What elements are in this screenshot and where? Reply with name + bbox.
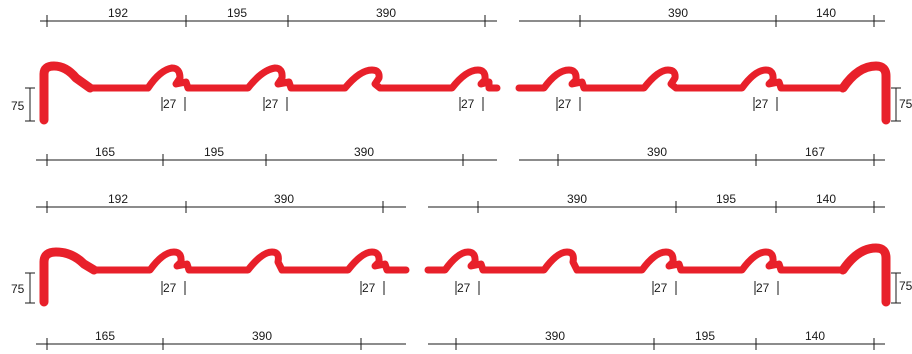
gap-label: 27 — [755, 97, 769, 111]
row1-profile-left — [39, 61, 501, 125]
row2-gaps: 27 27 27 27 27 — [161, 281, 779, 295]
dim-label: 165 — [95, 145, 115, 159]
dim-label: 140 — [816, 192, 836, 206]
dim-label: 195 — [227, 6, 247, 20]
dim-label: 195 — [716, 192, 736, 206]
gap-label: 27 — [163, 281, 177, 295]
gap-label: 27 — [362, 281, 376, 295]
dim-label: 165 — [95, 329, 115, 343]
dim-label: 195 — [204, 145, 224, 159]
dim-label: 390 — [252, 329, 272, 343]
row1-height-left: 75 — [11, 87, 35, 122]
gap-label: 27 — [457, 281, 471, 295]
dim-label: 195 — [695, 329, 715, 343]
row1-height-right: 75 — [891, 87, 912, 122]
dim-label: 167 — [805, 145, 825, 159]
row2-height-right: 75 — [891, 272, 912, 304]
height-label: 75 — [11, 99, 25, 113]
row2-top-dim-right: 390 195 140 — [428, 192, 885, 213]
dim-label: 390 — [274, 192, 294, 206]
gap-label: 27 — [756, 281, 770, 295]
row1-gaps: 27 27 27 27 27 — [161, 97, 778, 111]
dim-label: 390 — [354, 145, 374, 159]
dim-label: 390 — [376, 6, 396, 20]
dim-label: 140 — [816, 6, 836, 20]
row2-bottom-dim-left: 165 390 — [36, 329, 406, 350]
row1-top-dim-left: 192 195 390 — [40, 6, 497, 27]
dim-label: 192 — [108, 192, 128, 206]
row1-profile-right — [515, 61, 891, 125]
row2-profile-left — [39, 247, 410, 307]
height-label: 75 — [899, 279, 912, 293]
dim-label: 140 — [805, 329, 825, 343]
row2-top-dim-left: 192 390 — [36, 192, 406, 213]
dim-label: 192 — [108, 6, 128, 20]
row1-bottom-dim-left: 165 195 390 — [36, 145, 497, 166]
row2-bottom-dim-right: 390 195 140 — [428, 329, 885, 350]
height-label: 75 — [899, 97, 912, 111]
height-label: 75 — [11, 282, 25, 296]
row2-profile-right — [424, 243, 891, 307]
gap-label: 27 — [461, 97, 475, 111]
row2: 192 390 390 195 140 75 — [11, 192, 912, 350]
row1-bottom-dim-right: 390 167 — [519, 145, 885, 166]
dim-label: 390 — [647, 145, 667, 159]
gap-label: 27 — [558, 97, 572, 111]
dim-label: 390 — [545, 329, 565, 343]
row1: 192 195 390 390 140 75 — [11, 6, 912, 166]
gap-label: 27 — [654, 281, 668, 295]
row1-top-dim-right: 390 140 — [519, 6, 885, 27]
dim-label: 390 — [668, 6, 688, 20]
gap-label: 27 — [163, 97, 177, 111]
dim-label: 390 — [567, 192, 587, 206]
gap-label: 27 — [265, 97, 279, 111]
row2-height-left: 75 — [11, 272, 35, 304]
